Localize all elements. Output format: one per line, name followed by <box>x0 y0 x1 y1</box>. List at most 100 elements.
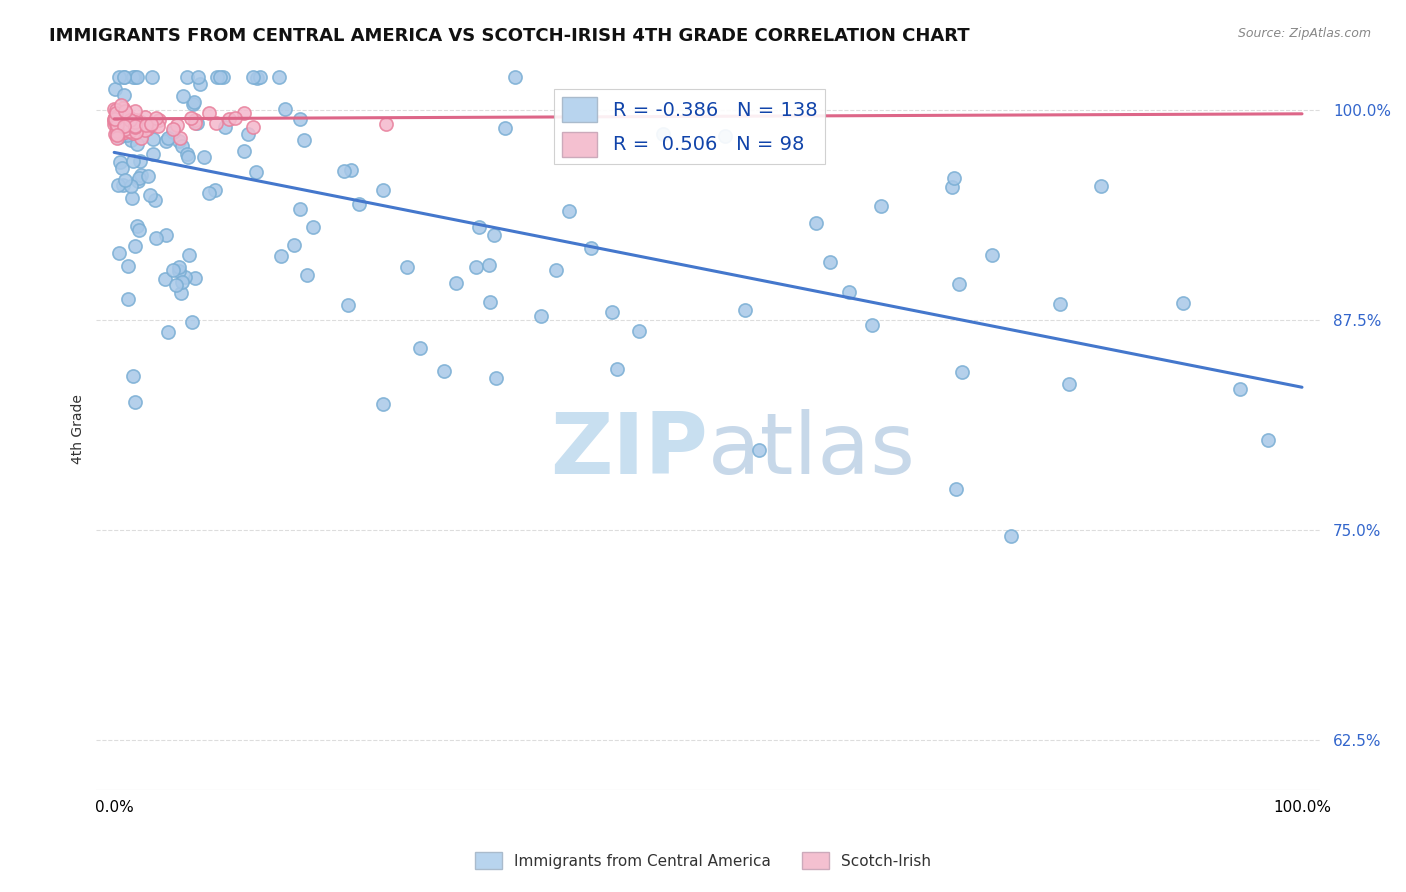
Point <box>204 116 226 130</box>
Point <box>170 285 193 300</box>
Point <box>115 112 138 126</box>
Point <box>112 70 135 84</box>
Point <box>167 134 190 148</box>
Point <box>135 118 157 132</box>
Point <box>104 127 127 141</box>
Point <box>114 105 136 120</box>
Point <box>117 120 139 135</box>
Point <box>124 113 146 128</box>
Point <box>139 188 162 202</box>
Text: atlas: atlas <box>709 409 917 492</box>
Point <box>105 118 128 132</box>
Point <box>169 130 191 145</box>
Point <box>112 119 135 133</box>
Point <box>232 144 254 158</box>
Point <box>218 112 240 127</box>
Point <box>180 111 202 125</box>
Point <box>122 154 145 169</box>
Point <box>198 106 221 120</box>
Point <box>136 120 159 135</box>
Point <box>124 119 146 133</box>
Point <box>107 112 129 127</box>
Point <box>179 248 201 262</box>
Point <box>124 120 146 135</box>
Point <box>197 186 219 200</box>
Point <box>505 70 527 84</box>
Point <box>107 114 129 128</box>
Point <box>162 125 184 139</box>
Point <box>120 133 142 147</box>
Point <box>183 97 205 112</box>
Point <box>1257 433 1279 447</box>
Text: IMMIGRANTS FROM CENTRAL AMERICA VS SCOTCH-IRISH 4TH GRADE CORRELATION CHART: IMMIGRANTS FROM CENTRAL AMERICA VS SCOTC… <box>49 27 970 45</box>
Point <box>1000 529 1022 543</box>
Point <box>349 197 371 211</box>
Point <box>204 183 226 197</box>
Point <box>107 113 129 128</box>
Point <box>117 259 139 273</box>
Point <box>114 125 136 139</box>
Point <box>107 178 129 192</box>
Point <box>107 117 129 131</box>
Point <box>114 173 136 187</box>
Point <box>468 219 491 234</box>
Point <box>170 139 193 153</box>
Point <box>105 113 128 128</box>
Point <box>396 260 419 274</box>
Point <box>174 270 197 285</box>
Point <box>1049 297 1071 311</box>
Point <box>941 180 963 194</box>
Point <box>245 165 267 179</box>
Point <box>146 119 169 133</box>
Point <box>111 161 134 175</box>
Point <box>127 70 149 84</box>
Point <box>107 115 129 129</box>
Point <box>176 146 198 161</box>
Point <box>105 113 128 128</box>
Point <box>105 131 128 145</box>
Point <box>114 125 136 139</box>
Point <box>114 122 136 136</box>
Text: Source: ZipAtlas.com: Source: ZipAtlas.com <box>1237 27 1371 40</box>
Point <box>114 121 136 136</box>
Point <box>122 70 145 84</box>
Point <box>108 116 131 130</box>
Point <box>105 112 128 127</box>
Point <box>183 271 205 285</box>
Point <box>232 106 254 120</box>
Point <box>1090 179 1112 194</box>
Point <box>124 115 146 129</box>
Point <box>942 170 965 185</box>
Point <box>162 121 184 136</box>
Point <box>652 127 675 141</box>
Point <box>112 120 135 134</box>
Point <box>333 164 356 178</box>
Point <box>288 112 311 127</box>
Point <box>224 111 246 125</box>
Point <box>112 107 135 121</box>
Point <box>120 178 142 193</box>
Point <box>107 110 129 124</box>
Point <box>124 127 146 141</box>
Point <box>129 168 152 182</box>
Point <box>112 178 135 193</box>
Point <box>110 98 132 112</box>
Point <box>112 128 135 143</box>
Point <box>108 111 131 125</box>
Point <box>183 112 205 127</box>
Point <box>121 191 143 205</box>
Point <box>128 120 150 135</box>
Point <box>184 116 207 130</box>
Point <box>127 219 149 233</box>
Point <box>125 125 148 139</box>
Point <box>530 309 553 323</box>
Point <box>117 113 139 128</box>
Point <box>409 341 432 355</box>
Point <box>142 147 165 161</box>
Point <box>295 268 318 282</box>
Point <box>103 112 125 127</box>
Point <box>122 368 145 383</box>
Point <box>111 102 134 116</box>
Point <box>110 120 132 134</box>
Point <box>115 113 138 128</box>
